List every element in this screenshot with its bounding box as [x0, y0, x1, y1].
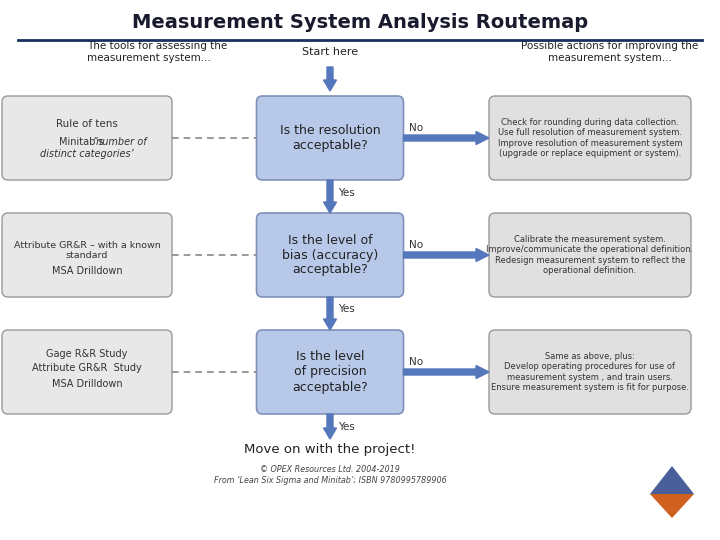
- Text: Attribute GR&R – with a known: Attribute GR&R – with a known: [14, 240, 161, 249]
- Text: Yes: Yes: [338, 422, 355, 432]
- FancyBboxPatch shape: [2, 213, 172, 297]
- Text: distinct categories’: distinct categories’: [40, 149, 134, 159]
- Text: Gage R&R Study: Gage R&R Study: [46, 349, 127, 359]
- Text: Possible actions for improving the
measurement system...: Possible actions for improving the measu…: [521, 41, 698, 63]
- FancyBboxPatch shape: [256, 213, 403, 297]
- Text: Yes: Yes: [338, 305, 355, 314]
- Text: No: No: [408, 240, 423, 250]
- Text: Move on with the project!: Move on with the project!: [244, 443, 415, 456]
- Text: Yes: Yes: [338, 187, 355, 198]
- Polygon shape: [403, 366, 489, 379]
- Polygon shape: [323, 67, 336, 91]
- FancyBboxPatch shape: [2, 96, 172, 180]
- FancyBboxPatch shape: [256, 330, 403, 414]
- Text: Same as above, plus:
Develop operating procedures for use of
measurement system : Same as above, plus: Develop operating p…: [491, 352, 689, 392]
- Text: MSA Drilldown: MSA Drilldown: [52, 266, 122, 276]
- Text: Start here: Start here: [302, 47, 358, 57]
- Text: Is the level of
bias (accuracy)
acceptable?: Is the level of bias (accuracy) acceptab…: [282, 233, 378, 276]
- Text: Rule of tens: Rule of tens: [56, 119, 118, 129]
- Text: The tools for assessing the
measurement system...: The tools for assessing the measurement …: [87, 41, 228, 63]
- FancyBboxPatch shape: [256, 96, 403, 180]
- Text: Is the resolution
acceptable?: Is the resolution acceptable?: [279, 124, 380, 152]
- Text: No: No: [408, 357, 423, 367]
- Text: Calibrate the measurement system.
Improve/communicate the operational definition: Calibrate the measurement system. Improv…: [487, 235, 693, 275]
- Text: Minitab’s: Minitab’s: [59, 137, 107, 147]
- Polygon shape: [323, 414, 336, 439]
- FancyBboxPatch shape: [489, 96, 691, 180]
- Text: standard: standard: [66, 251, 108, 260]
- Polygon shape: [403, 248, 489, 261]
- Polygon shape: [323, 180, 336, 213]
- Text: Measurement System Analysis Routemap: Measurement System Analysis Routemap: [132, 14, 588, 32]
- FancyBboxPatch shape: [489, 330, 691, 414]
- Polygon shape: [403, 132, 489, 145]
- Text: Is the level
of precision
acceptable?: Is the level of precision acceptable?: [292, 350, 368, 394]
- FancyBboxPatch shape: [2, 330, 172, 414]
- Polygon shape: [650, 466, 694, 494]
- Polygon shape: [650, 494, 694, 518]
- Text: MSA Drilldown: MSA Drilldown: [52, 379, 122, 389]
- Text: Attribute GR&R  Study: Attribute GR&R Study: [32, 363, 142, 373]
- Text: Check for rounding during data collection.
Use full resolution of measurement sy: Check for rounding during data collectio…: [498, 118, 683, 158]
- Text: © OPEX Resources Ltd. 2004-2019
From ‘Lean Six Sigma and Minitab’; ISBN 97809957: © OPEX Resources Ltd. 2004-2019 From ‘Le…: [214, 465, 446, 485]
- Text: No: No: [408, 123, 423, 133]
- Text: ‘number of: ‘number of: [93, 137, 147, 147]
- FancyBboxPatch shape: [489, 213, 691, 297]
- Polygon shape: [323, 297, 336, 330]
